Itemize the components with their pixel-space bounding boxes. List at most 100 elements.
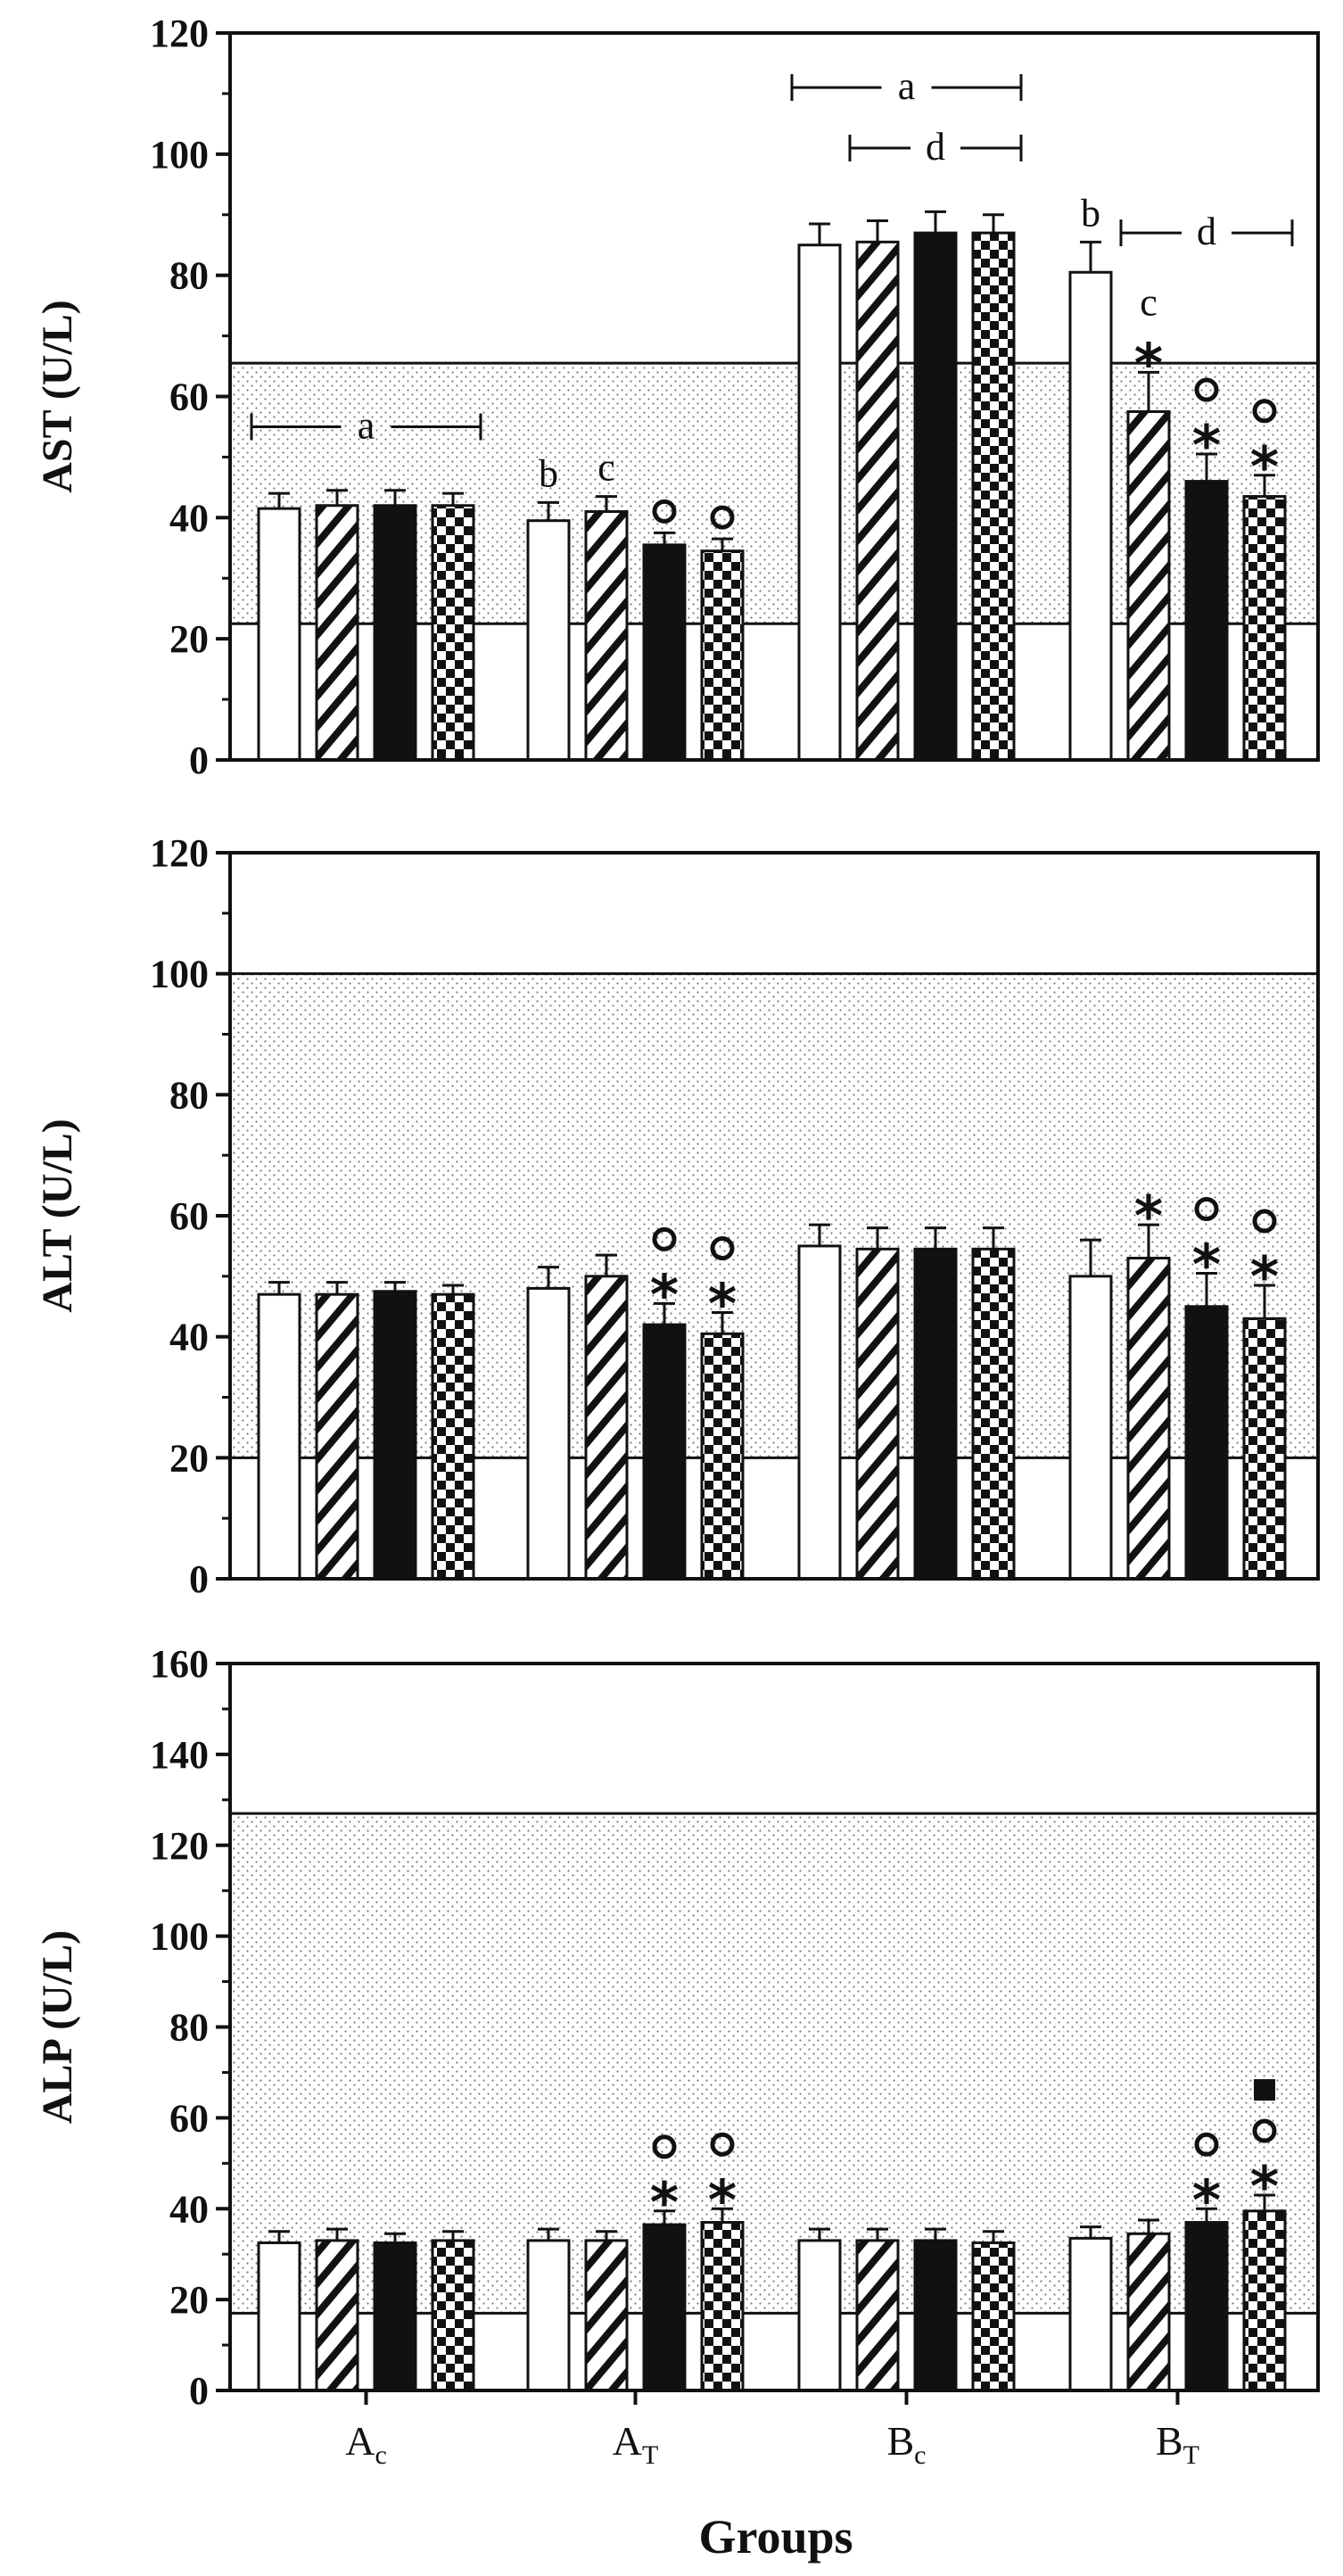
bar-white xyxy=(1068,1275,1113,1581)
y-tick-label: 160 xyxy=(150,1642,209,1686)
significance-circle xyxy=(710,505,735,530)
y-tick-label: 120 xyxy=(150,12,209,55)
bar-black xyxy=(1184,480,1229,762)
group-letter: b xyxy=(1081,191,1100,235)
bar-hatched xyxy=(584,510,629,762)
error-bar xyxy=(1080,240,1101,273)
y-tick-label: 60 xyxy=(169,376,209,419)
error-bar xyxy=(326,1281,348,1295)
y-tick-label: 80 xyxy=(169,1073,209,1117)
bar-white xyxy=(1068,270,1113,762)
error-bar xyxy=(983,1226,1004,1250)
error-bar xyxy=(712,2207,733,2223)
group-letter: c xyxy=(1140,280,1158,324)
error-bar xyxy=(983,2230,1004,2243)
bar-checkered xyxy=(971,2241,1016,2392)
error-bar xyxy=(1138,1223,1159,1259)
error-bar xyxy=(1196,452,1217,482)
y-axis-label: ALT (U/L) xyxy=(34,1119,81,1312)
error-bar xyxy=(538,2227,559,2241)
significance-star: * xyxy=(1134,331,1163,396)
bar-white xyxy=(526,2239,571,2392)
bar-hatched xyxy=(584,1275,629,1581)
error-bar xyxy=(442,1284,464,1295)
significance-star: * xyxy=(1250,434,1279,500)
y-tick-label: 20 xyxy=(169,1436,209,1480)
error-bar xyxy=(442,491,464,506)
significance-star: * xyxy=(650,1262,679,1327)
bar-white xyxy=(797,2239,842,2392)
bar-white xyxy=(1068,2236,1113,2392)
error-bar xyxy=(654,2209,675,2225)
bar-black xyxy=(913,1247,958,1581)
error-bar xyxy=(867,219,888,243)
bracket-letter: d xyxy=(926,125,945,169)
error-bar xyxy=(925,2227,946,2241)
bar-white xyxy=(526,1286,571,1581)
significance-circle xyxy=(1194,2132,1219,2157)
y-tick-label: 20 xyxy=(169,617,209,661)
significance-circle xyxy=(1252,1209,1277,1234)
error-bar xyxy=(712,537,733,551)
significance-star: * xyxy=(1192,1232,1221,1297)
error-bar xyxy=(1080,2225,1101,2239)
bar-white xyxy=(797,244,842,762)
error-bar xyxy=(538,1266,559,1289)
error-bar xyxy=(1254,1284,1275,1319)
significance-circle xyxy=(710,2132,735,2157)
x-category-label: Ac xyxy=(345,2418,387,2470)
bar-checkered xyxy=(1242,495,1287,762)
significance-circle xyxy=(710,1236,735,1261)
comparison-bracket xyxy=(848,135,1023,162)
error-bar xyxy=(326,489,348,506)
error-bar xyxy=(596,495,617,512)
y-tick-label: 20 xyxy=(169,2278,209,2322)
y-tick-label: 100 xyxy=(150,1915,209,1959)
bar-checkered xyxy=(431,1292,475,1581)
y-tick-label: 0 xyxy=(189,2369,209,2413)
significance-star: * xyxy=(1192,413,1221,478)
significance-circle xyxy=(652,499,677,524)
significance-circle xyxy=(1252,2118,1277,2143)
x-category-label: Bc xyxy=(886,2418,926,2470)
significance-star: * xyxy=(1250,2154,1279,2219)
error-bar xyxy=(326,2227,348,2241)
error-bar xyxy=(384,2232,406,2243)
significance-star: * xyxy=(708,1272,737,1337)
y-axis-label: AST (U/L) xyxy=(34,300,81,493)
chart-panel-3: 0 20 40 60 80 100 120 140 160 ALP (U/L) * * * * xyxy=(34,1642,1320,2413)
error-bar xyxy=(1254,2193,1275,2211)
bar-hatched xyxy=(315,1292,359,1581)
bar-checkered xyxy=(431,504,475,762)
error-bar xyxy=(442,2230,464,2241)
x-axis-labels: Ac AT Bc BT xyxy=(345,2390,1199,2470)
bar-black xyxy=(642,543,687,762)
significance-circle xyxy=(652,2134,677,2159)
bar-checkered xyxy=(431,2239,475,2392)
bar-checkered xyxy=(1242,1317,1287,1581)
bar-black xyxy=(913,231,958,762)
y-tick-label: 0 xyxy=(189,739,209,782)
error-bar xyxy=(384,1281,406,1292)
significance-circle xyxy=(1194,377,1219,402)
bracket-letter: a xyxy=(898,64,916,108)
error-bar xyxy=(925,1226,946,1250)
bar-hatched xyxy=(315,504,359,762)
error-bar xyxy=(1138,370,1159,412)
group-letter: b xyxy=(539,451,558,495)
significance-star: * xyxy=(650,2170,679,2235)
x-axis-title: Groups xyxy=(698,2510,853,2564)
y-tick-label: 40 xyxy=(169,1316,209,1359)
comparison-bracket xyxy=(250,413,482,441)
y-tick-label: 100 xyxy=(150,133,209,177)
significance-star: * xyxy=(1192,2167,1221,2233)
y-tick-label: 120 xyxy=(150,831,209,875)
y-tick-label: 40 xyxy=(169,2187,209,2231)
error-bar xyxy=(268,2230,290,2243)
error-bar xyxy=(654,1301,675,1325)
bar-white xyxy=(257,1292,301,1581)
comparison-bracket xyxy=(790,74,1023,102)
y-axis-label: ALP (U/L) xyxy=(34,1930,81,2124)
